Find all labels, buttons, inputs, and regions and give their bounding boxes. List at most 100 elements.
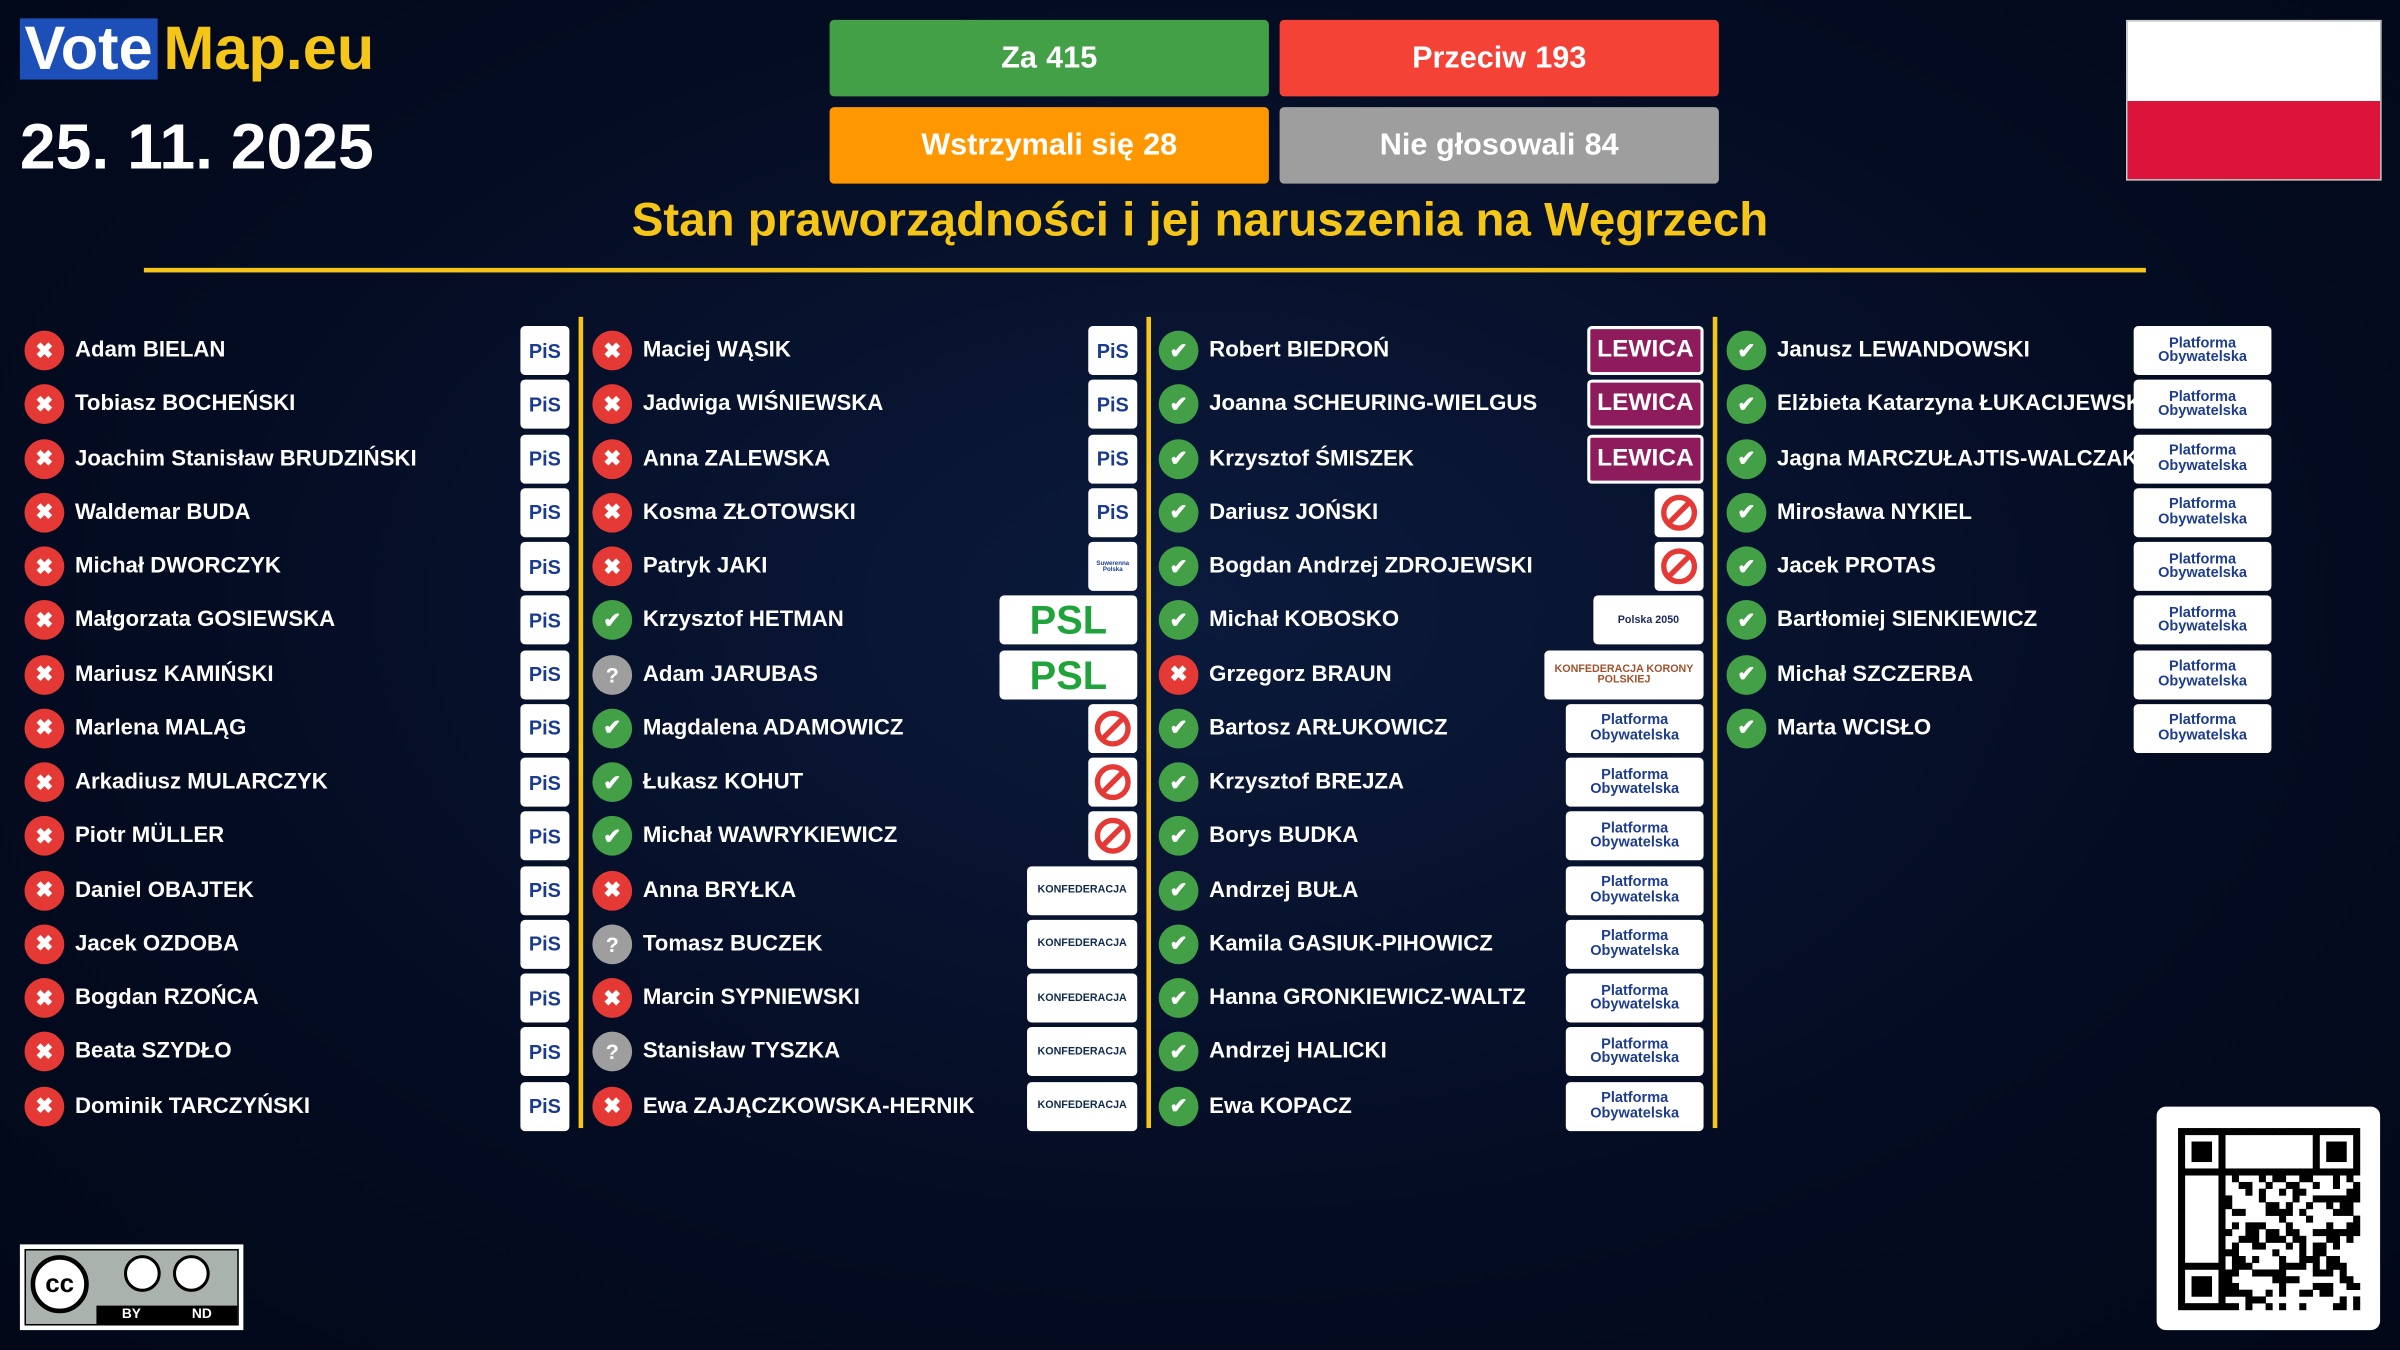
party-logo: KONFEDERACJA xyxy=(1027,1027,1138,1077)
qr-module xyxy=(2191,1289,2199,1297)
qr-module xyxy=(2178,1229,2186,1237)
qr-module xyxy=(2312,1141,2320,1149)
qr-module xyxy=(2211,1303,2219,1311)
vote-icon: ✖ xyxy=(592,330,633,371)
separator xyxy=(578,316,584,1129)
qr-module xyxy=(2231,1208,2239,1216)
qr-module xyxy=(2285,1229,2293,1237)
qr-module xyxy=(2339,1208,2347,1216)
member-name: Michał DWORCZYK xyxy=(74,554,281,579)
qr-module xyxy=(2353,1195,2361,1203)
qr-module xyxy=(2225,1202,2233,1210)
qr-module xyxy=(2225,1249,2233,1257)
qr-module xyxy=(2319,1249,2327,1257)
qr-module xyxy=(2346,1202,2354,1210)
member-name: Małgorzata GOSIEWSKA xyxy=(74,608,336,633)
party-logo: PSL xyxy=(999,595,1138,645)
qr-module xyxy=(2258,1222,2266,1230)
qr-module xyxy=(2225,1303,2233,1311)
qr-module xyxy=(2231,1256,2239,1264)
result-label: Wstrzymali się xyxy=(921,127,1134,162)
vote-icon: ✔ xyxy=(1158,762,1199,803)
qr-module xyxy=(2326,1195,2334,1203)
vote-icon: ✖ xyxy=(592,1085,633,1126)
qr-module xyxy=(2339,1269,2347,1277)
qr-module xyxy=(2178,1128,2186,1136)
qr-module xyxy=(2225,1289,2233,1297)
member-name: Tobiasz BOCHEŃSKI xyxy=(74,392,296,417)
qr-module xyxy=(2178,1256,2186,1264)
qr-module xyxy=(2258,1195,2266,1203)
qr-module xyxy=(2198,1148,2206,1156)
qr-module xyxy=(2238,1256,2246,1264)
qr-module xyxy=(2292,1262,2300,1270)
member-name: Jacek OZDOBA xyxy=(74,931,240,957)
qr-module xyxy=(2272,1208,2280,1216)
qr-module xyxy=(2258,1242,2266,1250)
qr-module xyxy=(2326,1222,2334,1230)
qr-module xyxy=(2258,1269,2266,1277)
vote-icon: ✔ xyxy=(1726,492,1767,533)
qr-module xyxy=(2353,1222,2361,1230)
qr-module xyxy=(2285,1262,2293,1270)
qr-module xyxy=(2353,1148,2361,1156)
qr-module xyxy=(2258,1296,2266,1304)
member-name: Dominik TARCZYŃSKI xyxy=(74,1093,311,1119)
member-row: ✖ Bogdan RZOŃCA xyxy=(24,975,259,1021)
qr-module xyxy=(2299,1249,2307,1257)
member-row: ✔ Krzysztof BREJZA xyxy=(1158,759,1404,805)
vote-icon: ✔ xyxy=(592,816,633,856)
qr-module xyxy=(2279,1188,2287,1196)
qr-module xyxy=(2225,1282,2233,1290)
qr-module xyxy=(2346,1229,2354,1237)
qr-module xyxy=(2225,1168,2233,1176)
qr-module xyxy=(2198,1262,2206,1270)
qr-module xyxy=(2218,1249,2226,1257)
qr-module xyxy=(2231,1175,2239,1183)
qr-module xyxy=(2238,1168,2246,1176)
qr-module xyxy=(2231,1249,2239,1257)
no-party-icon xyxy=(1654,541,1704,591)
party-logo: KONFEDERACJA KORONY POLSKIEJ xyxy=(1544,649,1704,699)
party-logo: PiS xyxy=(520,326,570,375)
qr-module xyxy=(2238,1181,2246,1189)
qr-module xyxy=(2332,1181,2340,1189)
vote-icon: ✔ xyxy=(1726,708,1767,749)
license-nd: ND xyxy=(191,1305,212,1321)
qr-module xyxy=(2332,1303,2340,1311)
qr-module xyxy=(2332,1242,2340,1250)
qr-module xyxy=(2279,1208,2287,1216)
qr-module xyxy=(2178,1175,2186,1183)
qr-module xyxy=(2238,1235,2246,1243)
party-logo: PiS xyxy=(1088,487,1138,537)
result-count: 193 xyxy=(1535,40,1587,75)
member-row: ✖ Patryk JAKI xyxy=(592,543,767,589)
party-logo: Platforma Obywatelska xyxy=(1565,703,1704,753)
qr-module xyxy=(2265,1269,2273,1277)
member-name: Adam JARUBAS xyxy=(642,661,818,687)
qr-module xyxy=(2265,1208,2273,1216)
qr-module xyxy=(2178,1141,2186,1149)
qr-code xyxy=(2156,1106,2381,1331)
qr-module xyxy=(2198,1276,2206,1284)
qr-module xyxy=(2319,1282,2327,1290)
qr-module xyxy=(2285,1222,2293,1230)
vote-icon: ✔ xyxy=(1726,330,1767,371)
qr-module xyxy=(2258,1175,2266,1183)
vote-icon: ✔ xyxy=(1158,870,1199,910)
member-row: ✖ Arkadiusz MULARCZYK xyxy=(24,759,328,805)
qr-module xyxy=(2353,1141,2361,1149)
qr-module xyxy=(2292,1276,2300,1284)
qr-module xyxy=(2198,1128,2206,1136)
member-name: Grzegorz BRAUN xyxy=(1209,661,1392,687)
qr-module xyxy=(2299,1235,2307,1243)
qr-module xyxy=(2231,1168,2239,1176)
qr-module xyxy=(2279,1289,2287,1297)
qr-module xyxy=(2245,1188,2253,1196)
qr-module xyxy=(2231,1242,2239,1250)
member-row: ✔ Michał SZCZERBA xyxy=(1726,651,1973,697)
qr-module xyxy=(2339,1128,2347,1136)
member-name: Janusz LEWANDOWSKI xyxy=(1777,338,2030,363)
qr-module xyxy=(2204,1168,2213,1176)
